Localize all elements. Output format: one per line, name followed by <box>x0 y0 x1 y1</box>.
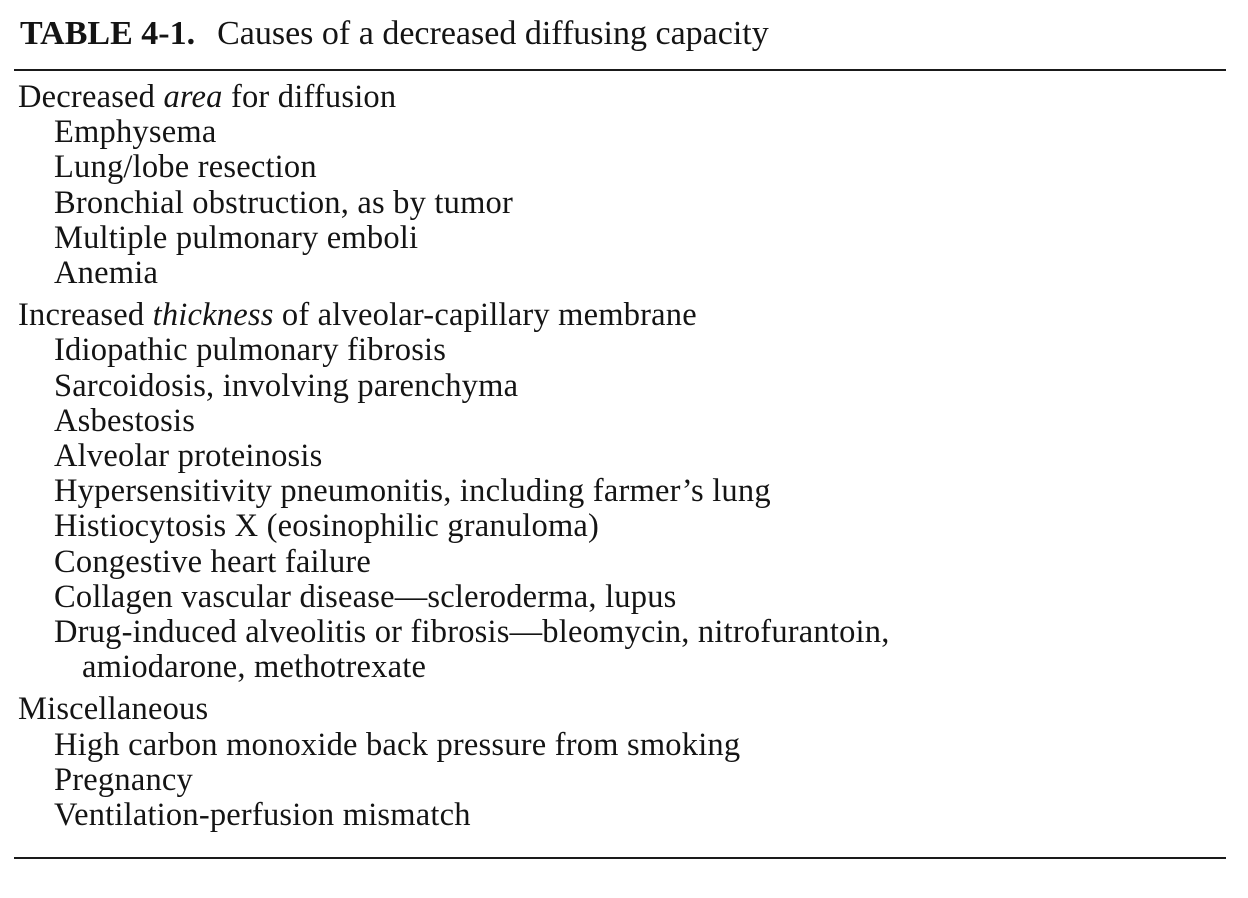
list-item: Lung/lobe resection <box>54 149 317 186</box>
table-caption: TABLE 4-1. Causes of a decreased diffusin… <box>20 12 769 56</box>
list-item: Bronchial obstruction, as by tumor <box>54 184 514 221</box>
list-item: Multiple pulmonary emboli <box>54 219 419 256</box>
list-item: Sarcoidosis, involving parenchyma <box>54 367 519 404</box>
section-heading: Increased thickness of alveolar-capillar… <box>18 297 697 334</box>
section-miscellaneous: Miscellaneous High carbon monoxide back … <box>18 692 1228 833</box>
table-number: TABLE 4-1. <box>20 15 196 52</box>
section-heading: Miscellaneous <box>18 691 209 728</box>
list-item: Congestive heart failure <box>54 543 372 580</box>
table-title: Causes of a decreased diffusing capacity <box>217 15 769 52</box>
section-increased-thickness: Increased thickness of alveolar-capillar… <box>18 298 1228 685</box>
list-item: Hypersensitivity pneumonitis, including … <box>54 473 771 510</box>
list-item: Asbestosis <box>54 402 196 439</box>
list-item: Histiocytosis X (eosinophilic granuloma) <box>54 508 600 545</box>
section-heading: Decreased area for diffusion <box>18 79 397 115</box>
list-item: High carbon monoxide back pressure from … <box>54 726 741 763</box>
list-item: Collagen vascular disease—scleroderma, l… <box>54 578 677 615</box>
list-item: Anemia <box>54 255 159 292</box>
top-rule <box>14 69 1226 71</box>
list-item: Idiopathic pulmonary fibrosis <box>54 332 447 369</box>
list-item: Emphysema <box>54 114 217 151</box>
list-item-continuation: amiodarone, methotrexate <box>82 649 427 686</box>
bottom-rule <box>14 857 1226 859</box>
list-item: Pregnancy <box>54 761 193 798</box>
list-item: Ventilation-perfusion mismatch <box>54 797 471 834</box>
list-item: Alveolar proteinosis <box>54 438 323 475</box>
section-decreased-area: Decreased area for diffusion Emphysema L… <box>18 79 1228 292</box>
table-body: Decreased area for diffusion Emphysema L… <box>18 79 1228 833</box>
list-item: Drug-induced alveolitis or fibrosis—bleo… <box>54 614 890 651</box>
